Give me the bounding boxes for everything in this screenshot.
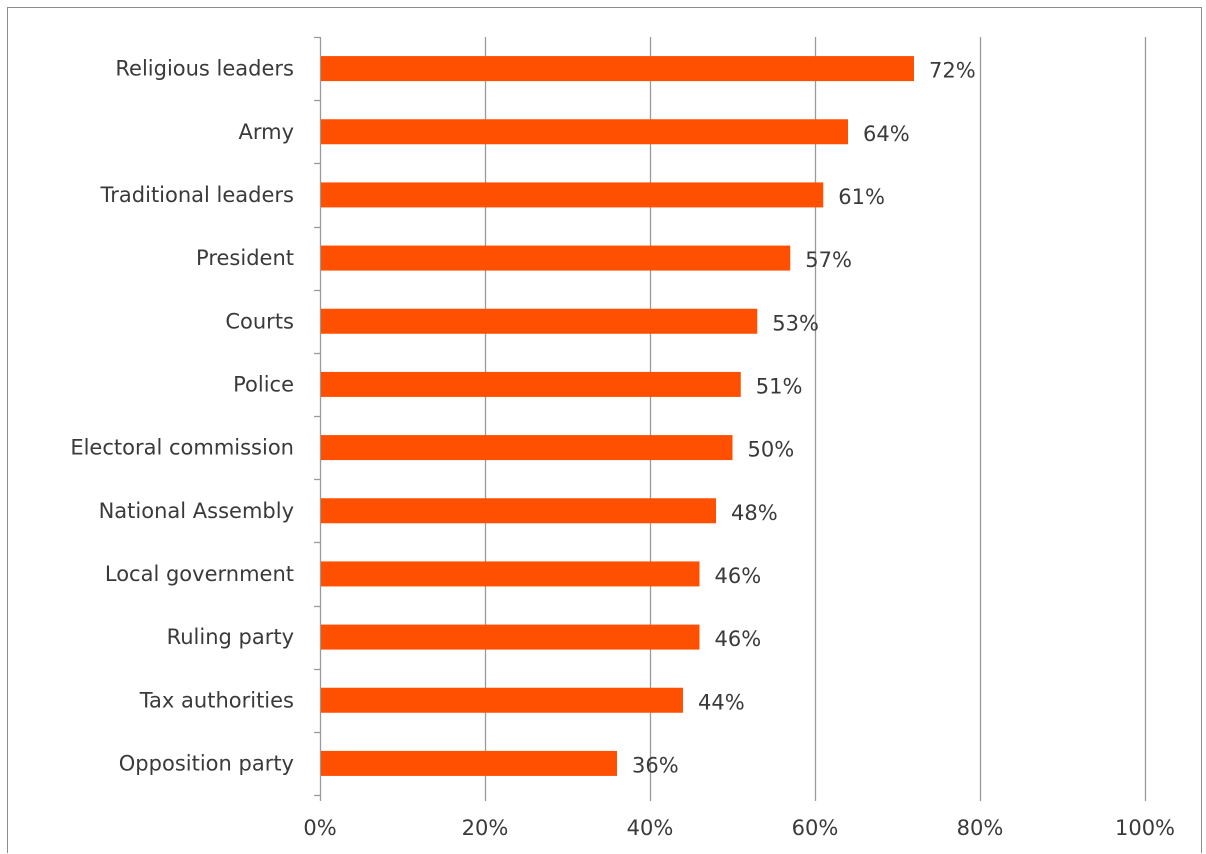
bar-electoral-commission [321,435,733,461]
data-label: 50% [748,438,795,462]
bar-tax-authorities [321,687,683,713]
bar-religious-leaders [321,56,914,82]
bar-army [321,119,848,145]
data-label: 53% [772,311,819,335]
category-label: Local government [105,562,294,586]
axes [314,36,1147,801]
category-label: Courts [225,309,294,333]
data-label: 57% [805,248,852,272]
x-tick-label: 40% [627,816,674,840]
category-label: Army [238,120,294,144]
x-tick-label: 100% [1115,816,1175,840]
x-tick-label: 20% [462,816,509,840]
x-tick-label: 80% [957,816,1004,840]
data-label: 46% [715,564,762,588]
labels: 0% 20% 40% 60% 80% 100% Religious leaders 72% Ar… [70,57,1175,840]
category-label: Police [233,372,294,396]
bar-opposition-party [321,750,617,776]
grid-lines [484,37,1147,795]
bar-police [321,371,741,397]
bar-ruling-party [321,624,700,650]
bar-local-government [321,561,700,587]
category-label: Opposition party [119,751,294,775]
category-label: Ruling party [167,625,294,649]
x-tick-label: 60% [792,816,839,840]
data-label: 36% [632,753,679,777]
bar-president [321,245,791,271]
bar-national-assembly [321,498,716,524]
category-label: Traditional leaders [100,183,294,207]
category-label: President [196,246,294,270]
data-label: 61% [838,185,885,209]
data-label: 51% [756,374,803,398]
data-label: 46% [715,627,762,651]
bar-courts [321,308,758,334]
x-tick-label: 0% [303,816,336,840]
bars [321,56,914,776]
data-label: 44% [698,690,745,714]
data-label: 48% [731,501,778,525]
category-label: Religious leaders [115,57,294,81]
category-label: Tax authorities [139,688,294,712]
bar-traditional-leaders [321,182,824,208]
data-label: 72% [929,59,976,83]
category-label: Electoral commission [70,436,294,460]
category-label: National Assembly [99,499,294,523]
data-label: 64% [863,122,910,146]
